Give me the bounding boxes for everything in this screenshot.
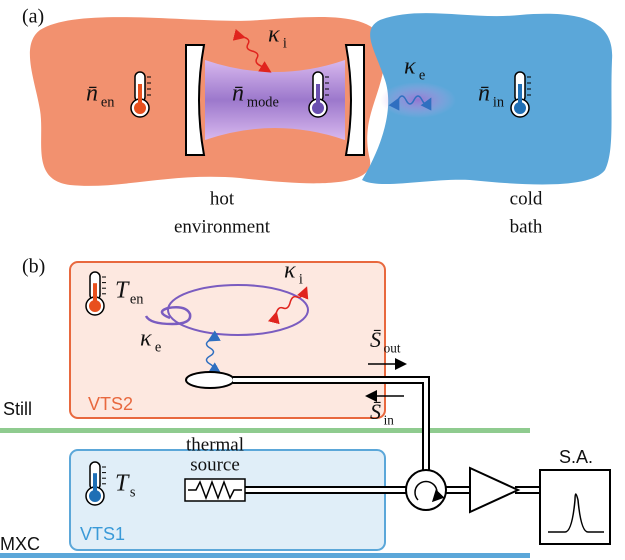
t-en-subscript: en bbox=[130, 292, 144, 308]
kappa-e: κ bbox=[140, 326, 152, 352]
pickup-loop bbox=[186, 372, 234, 388]
mxc-plate bbox=[0, 553, 530, 558]
circulator bbox=[406, 470, 446, 510]
cold-label: bath bbox=[510, 216, 543, 237]
kappa-e-subscript: e bbox=[155, 340, 161, 356]
thermometer-level bbox=[518, 84, 522, 106]
s-out-subscript: out bbox=[384, 341, 401, 356]
kappa-i-subscript: i bbox=[283, 36, 287, 52]
source-label: thermal bbox=[186, 434, 244, 455]
n-mode: n̄ bbox=[232, 81, 244, 107]
kappa-i-subscript: i bbox=[299, 272, 303, 288]
t-en: T bbox=[115, 278, 130, 304]
thermometer-level bbox=[93, 473, 97, 494]
amplifier bbox=[470, 468, 518, 512]
panel-label: (a) bbox=[22, 6, 44, 28]
t-s-subscript: s bbox=[130, 485, 136, 501]
source-label: source bbox=[190, 454, 240, 475]
t-s: T bbox=[115, 471, 130, 497]
n-in-subscript: in bbox=[493, 95, 504, 111]
still-plate bbox=[0, 428, 530, 433]
thermometer-level bbox=[93, 283, 97, 304]
s-in-subscript: in bbox=[384, 413, 395, 428]
vts-label: VTS2 bbox=[88, 394, 133, 414]
kappa-i: κ bbox=[284, 258, 296, 284]
cold-label: cold bbox=[510, 188, 543, 209]
panel-label: (b) bbox=[22, 256, 45, 278]
stage-label: Still bbox=[3, 399, 32, 419]
kappa-e: κ bbox=[404, 54, 416, 80]
kappa-i: κ bbox=[268, 22, 280, 48]
stage-label: MXC bbox=[0, 534, 40, 554]
hot-label: environment bbox=[174, 216, 271, 237]
thermometer-level bbox=[316, 84, 320, 106]
vts-label: VTS1 bbox=[80, 524, 125, 544]
figure: (a) hot environment cold bath (b) Still … bbox=[0, 0, 625, 560]
thermometer-level bbox=[138, 84, 142, 106]
s-in: S̄ bbox=[370, 399, 381, 424]
s-out: S̄ bbox=[370, 327, 381, 352]
n-in: n̄ bbox=[478, 81, 490, 107]
n-en: n̄ bbox=[86, 81, 98, 107]
sa-label: S.A. bbox=[559, 447, 593, 467]
hot-label: hot bbox=[210, 188, 235, 209]
coupling-glow bbox=[380, 82, 456, 118]
n-en-subscript: en bbox=[101, 95, 115, 111]
kappa-e-subscript: e bbox=[419, 68, 425, 84]
n-mode-subscript: mode bbox=[247, 95, 279, 111]
